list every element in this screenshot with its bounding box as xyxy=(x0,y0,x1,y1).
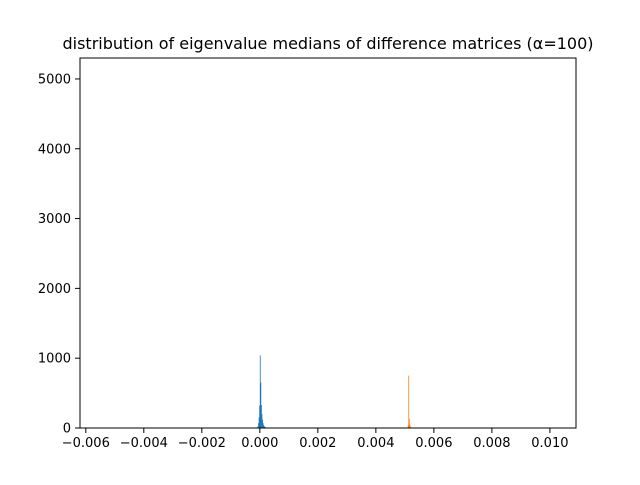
x-tick-label: 0.000 xyxy=(241,436,278,451)
x-axis: −0.006 −0.004 −0.002 0.000 0.002 0.004 0.006 0.… xyxy=(62,428,569,451)
x-tick-label: −0.002 xyxy=(178,436,226,451)
y-tick-label: 3000 xyxy=(38,212,71,227)
plot-frame xyxy=(80,58,576,428)
x-tick-label: −0.006 xyxy=(62,436,110,451)
y-tick-label: 1000 xyxy=(38,352,71,367)
x-tick-label: 0.004 xyxy=(357,436,394,451)
x-tick-label: −0.004 xyxy=(120,436,168,451)
y-tick-label: 4000 xyxy=(38,142,71,157)
chart-title: distribution of eigenvalue medians of di… xyxy=(62,34,593,53)
x-tick-label: 0.006 xyxy=(415,436,452,451)
y-tick-label: 2000 xyxy=(38,282,71,297)
x-tick-label: 0.010 xyxy=(531,436,568,451)
x-tick-label: 0.008 xyxy=(473,436,510,451)
y-tick-label: 5000 xyxy=(38,72,71,87)
x-tick-label: 0.002 xyxy=(299,436,336,451)
y-axis: 0 1000 2000 3000 4000 5000 xyxy=(38,72,80,436)
y-tick-label: 0 xyxy=(63,422,71,437)
bars-layer xyxy=(257,355,412,428)
